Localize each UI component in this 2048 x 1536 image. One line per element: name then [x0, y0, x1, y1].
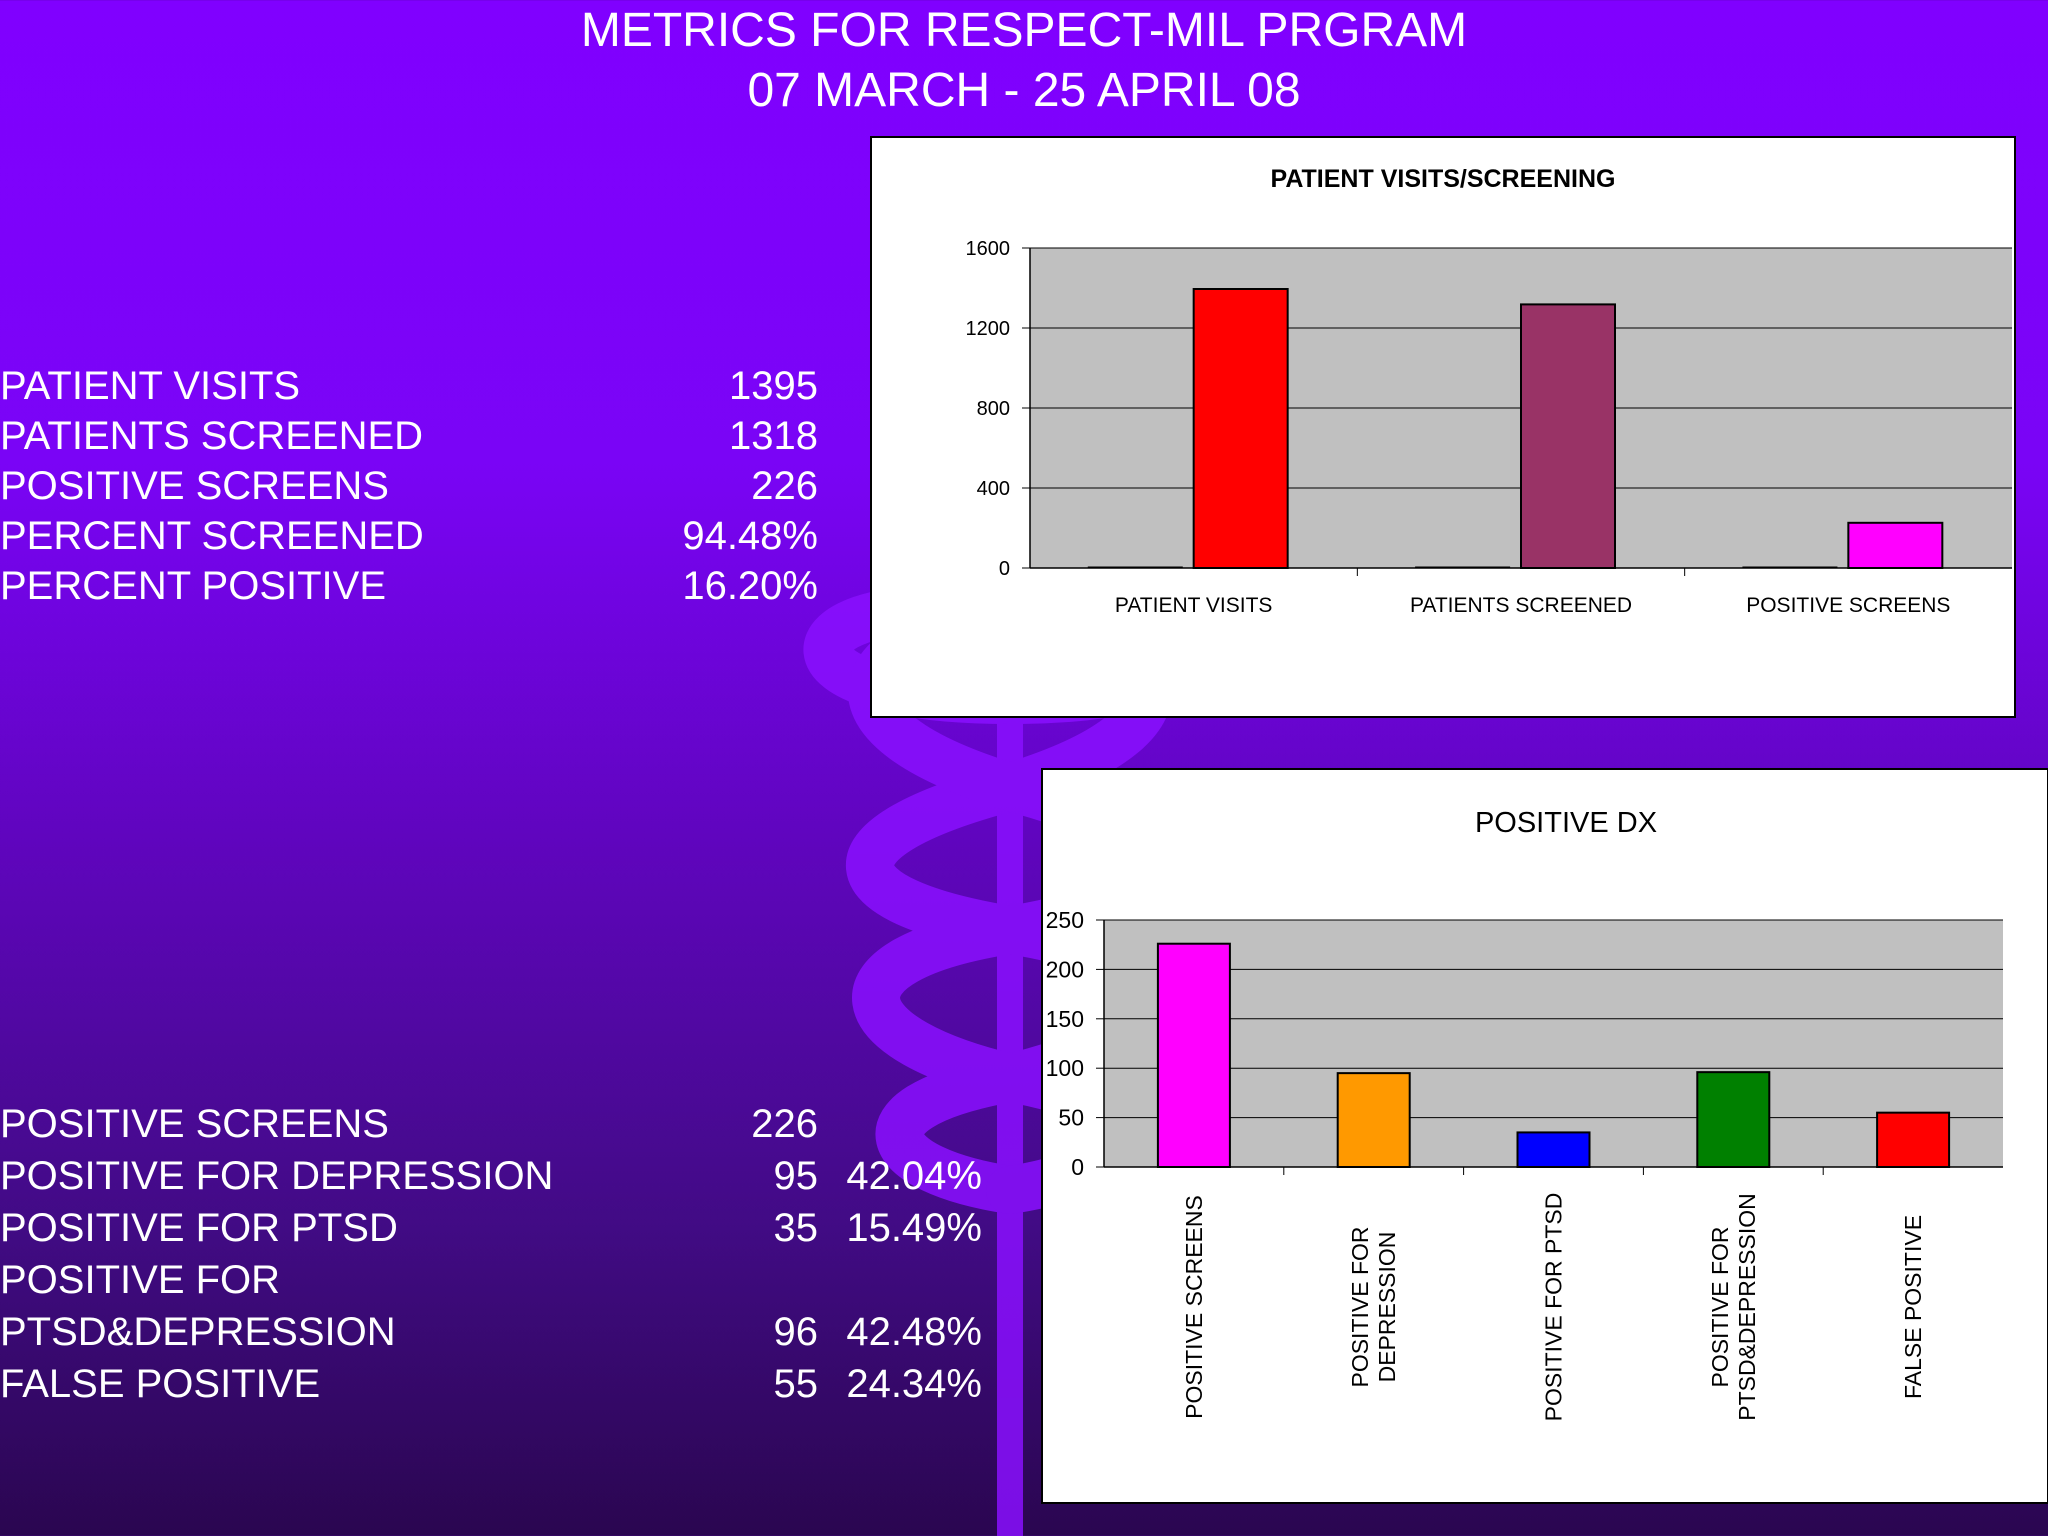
- dx-label: POSITIVE FOR: [0, 1258, 281, 1302]
- bar: [1847, 521, 1944, 569]
- dx-row: FALSE POSITIVE 55 24.34%: [0, 1358, 990, 1410]
- chart-title: POSITIVE DX: [1475, 807, 1657, 839]
- dx-percent: 24.34%: [846, 1362, 982, 1406]
- y-tick-label: 250: [1046, 907, 1084, 933]
- dx-label: POSITIVE FOR PTSD: [0, 1206, 398, 1250]
- bar-series-1: [1087, 566, 1183, 569]
- stat-value: 1318: [729, 414, 818, 458]
- bar-series-1: [1415, 566, 1511, 569]
- bar: [1156, 942, 1231, 1168]
- x-tick-label-line: POSITIVE FOR: [1707, 1226, 1733, 1387]
- x-tick-label-line: POSITIVE SCREENS: [1181, 1195, 1207, 1419]
- x-tick-label-line: POSITIVE FOR: [1347, 1226, 1373, 1387]
- dx-value: 55: [773, 1362, 819, 1406]
- y-tick-label: 0: [1071, 1154, 1084, 1180]
- chart-panel-dx: POSITIVE DX 0 50 100 150 200 250 POSITIVE SCREE…: [1041, 768, 2048, 1504]
- dx-label: FALSE POSITIVE: [0, 1362, 321, 1406]
- bar: [1192, 288, 1289, 569]
- x-tick-label: POSITIVE FORDEPRESSION: [1347, 1226, 1400, 1387]
- dx-row: POSITIVE FOR: [0, 1254, 990, 1306]
- bar: [1876, 1111, 1951, 1169]
- dx-row: POSITIVE SCREENS 226: [0, 1098, 990, 1150]
- bar: [1516, 1131, 1591, 1169]
- bar: [1696, 1071, 1771, 1169]
- x-tick-label-line: DEPRESSION: [1374, 1232, 1400, 1383]
- x-tick-label: FALSE POSITIVE: [1900, 1215, 1926, 1399]
- x-tick-label: PATIENT VISITS: [1115, 594, 1273, 617]
- bar: [1336, 1072, 1411, 1169]
- dx-percent: 42.04%: [846, 1154, 982, 1198]
- dx-value: 95: [773, 1154, 819, 1198]
- y-tick-label: 50: [1058, 1105, 1084, 1131]
- y-tick-label: 150: [1046, 1006, 1084, 1032]
- summary-stats: PATIENT VISITS 1395 PATIENTS SCREENED 13…: [0, 361, 830, 611]
- stat-row: PERCENT SCREENED 94.48%: [0, 511, 830, 561]
- stat-label: PATIENT VISITS: [0, 364, 301, 408]
- chart-title: PATIENT VISITS/SCREENING: [1271, 165, 1616, 193]
- x-tick-label: POSITIVE FORPTSD&DEPRESSION: [1707, 1193, 1760, 1421]
- x-tick-label: POSITIVE FOR PTSD: [1541, 1193, 1567, 1422]
- chart-panel-visits: PATIENT VISITS/SCREENING 0 400 800 1200 1600 P…: [870, 136, 2016, 718]
- y-tick-label: 400: [977, 478, 1010, 500]
- dx-value: 35: [773, 1206, 819, 1250]
- dx-row: POSITIVE FOR DEPRESSION 95 42.04%: [0, 1150, 990, 1202]
- stat-label: PERCENT SCREENED: [0, 514, 424, 558]
- bar-series-1: [1742, 566, 1838, 569]
- stat-value: 1395: [729, 364, 818, 408]
- dx-row: POSITIVE FOR PTSD 35 15.49%: [0, 1202, 990, 1254]
- dx-label: POSITIVE SCREENS: [0, 1102, 389, 1146]
- dx-value: 226: [751, 1102, 818, 1146]
- x-tick-label-line: FALSE POSITIVE: [1900, 1215, 1926, 1399]
- dx-percent: 42.48%: [846, 1310, 982, 1354]
- plot-area: [1104, 920, 2003, 1167]
- stat-label: POSITIVE SCREENS: [0, 464, 389, 508]
- bar: [1520, 303, 1616, 569]
- y-tick-label: 100: [1046, 1055, 1084, 1081]
- y-tick-label: 1200: [966, 318, 1011, 340]
- stat-row: PATIENT VISITS 1395: [0, 361, 830, 411]
- y-tick-label: 800: [977, 398, 1010, 420]
- slide-title: METRICS FOR RESPECT-MIL PRGRAM: [580, 4, 1468, 57]
- positive-dx-chart: POSITIVE DX 0 50 100 150 200 250 POSITIVE SCREE…: [1046, 807, 2003, 1422]
- visits-screening-chart: PATIENT VISITS/SCREENING 0 400 800 1200 1600 P…: [966, 165, 2012, 617]
- dx-label: PTSD&DEPRESSION: [0, 1310, 396, 1354]
- stat-value: 94.48%: [682, 514, 818, 558]
- dx-label: POSITIVE FOR DEPRESSION: [0, 1154, 554, 1198]
- stat-value: 16.20%: [682, 564, 818, 608]
- y-tick-label: 1600: [966, 238, 1011, 260]
- dx-percent: 15.49%: [846, 1206, 982, 1250]
- x-tick-label-line: POSITIVE FOR PTSD: [1541, 1193, 1567, 1422]
- y-tick-label: 0: [999, 558, 1010, 580]
- x-tick-label: PATIENTS SCREENED: [1410, 594, 1632, 617]
- x-tick-label: POSITIVE SCREENS: [1746, 594, 1950, 617]
- dx-value: 96: [773, 1310, 819, 1354]
- dx-row: PTSD&DEPRESSION 96 42.48%: [0, 1306, 990, 1358]
- stat-row: PATIENTS SCREENED 1318: [0, 411, 830, 461]
- x-tick-label-line: PTSD&DEPRESSION: [1734, 1193, 1760, 1421]
- stat-row: POSITIVE SCREENS 226: [0, 461, 830, 511]
- y-tick-label: 200: [1046, 956, 1084, 982]
- stat-value: 226: [751, 464, 818, 508]
- stat-label: PATIENTS SCREENED: [0, 414, 424, 458]
- slide-subtitle: 07 MARCH - 25 APRIL 08: [747, 64, 1301, 117]
- stat-row: PERCENT POSITIVE 16.20%: [0, 561, 830, 611]
- dx-stats: POSITIVE SCREENS 226 POSITIVE FOR DEPRES…: [0, 1098, 990, 1410]
- x-tick-label: POSITIVE SCREENS: [1181, 1195, 1207, 1419]
- stat-label: PERCENT POSITIVE: [0, 564, 387, 608]
